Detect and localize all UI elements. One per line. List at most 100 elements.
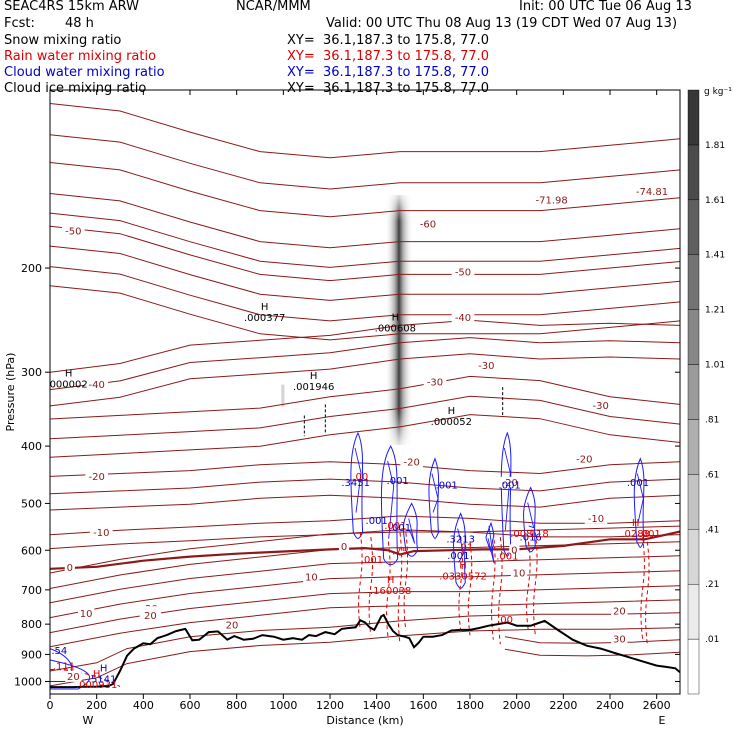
- x-tick-label: 1600: [409, 699, 437, 712]
- init-time: Init: 00 UTC Tue 06 Aug 13: [519, 0, 692, 14]
- colorbar-swatch: [687, 309, 700, 365]
- valid-time: Valid: 00 UTC Thu 08 Aug 13 (19 CDT Wed …: [326, 16, 678, 31]
- temperature-contour: [50, 478, 680, 495]
- temperature-contour: [50, 337, 680, 391]
- colorbar-label: .81: [705, 415, 719, 425]
- ice-shading: [281, 195, 413, 445]
- colorbar-label: 1.21: [705, 306, 725, 316]
- colorbar-swatch: [687, 89, 700, 146]
- field-name-cloudwater: Cloud water mixing ratio: [4, 65, 165, 80]
- extremum-label: .000931: [76, 680, 117, 691]
- temperature-contour: [50, 162, 680, 218]
- temperature-contour: [50, 103, 680, 159]
- temperature-label-bg: [142, 609, 159, 621]
- temperature-label: -74.81: [636, 187, 668, 198]
- x-tick-label: 2400: [596, 699, 624, 712]
- temperature-label: -20: [501, 478, 517, 489]
- temperature-label: 0: [67, 563, 73, 574]
- extremum-label: .001946: [293, 382, 334, 393]
- temperature-contour: [50, 212, 680, 268]
- cloud-water-contour: [453, 512, 466, 589]
- rain-contour: [533, 532, 538, 636]
- temperature-contour: [50, 375, 680, 420]
- rain-contour: [498, 537, 503, 645]
- extremum-label: .75: [392, 547, 408, 558]
- temperature-label-bg: [65, 670, 82, 682]
- temperature-contour: [50, 461, 680, 477]
- temperature-label-bg: [85, 471, 108, 483]
- colorbar-swatch: [687, 419, 700, 475]
- x-tick-label: 2600: [643, 699, 671, 712]
- cloud-water-contour: [431, 473, 439, 513]
- field-xy-cloudwater: XY= 36.1,187.3 to 175.8, 77.0: [287, 65, 490, 80]
- rain-contour: [386, 541, 391, 640]
- cloud-water-contour: [408, 518, 416, 544]
- rain-contour: [467, 541, 473, 636]
- temperature-contour: [50, 525, 680, 574]
- x-tick-label: 1800: [456, 699, 484, 712]
- temperature-label: -20: [576, 455, 592, 466]
- cloud-water-contour: [380, 445, 399, 566]
- rain-contour: [526, 541, 531, 631]
- y-tick-label: 500: [21, 497, 42, 510]
- temperature-label-bg: [510, 567, 528, 579]
- colorbar-label: .21: [705, 580, 719, 590]
- extremum-label: .3213: [446, 535, 475, 546]
- temperature-contours: [50, 103, 680, 687]
- temperature-label: 20: [144, 611, 157, 622]
- temperature-label-bg: [223, 619, 241, 631]
- temperature-contour: [50, 266, 680, 322]
- temperature-label: -50: [65, 227, 81, 238]
- temperature-label-bg: [62, 225, 85, 237]
- colorbar-label: 1.61: [705, 196, 725, 206]
- temperature-contour: [50, 285, 680, 341]
- high-marker: H: [93, 669, 101, 680]
- x-tick-label: 2000: [503, 699, 531, 712]
- colorbar-swatch: [687, 199, 700, 255]
- y-tick-label: 800: [21, 618, 42, 631]
- cloud-water-contour: [636, 473, 644, 522]
- y-tick-label: 400: [21, 440, 42, 453]
- fcst-label: Fcst:: [4, 16, 35, 31]
- colorbar-label: .41: [705, 525, 719, 535]
- high-marker: H: [310, 371, 318, 382]
- temperature-contour: [50, 612, 680, 672]
- field-xy-cloudice: XY= 36.1,187.3 to 175.8, 77.0: [287, 81, 490, 96]
- temperature-label: -50: [455, 267, 471, 278]
- extremum-label: 000002: [50, 379, 88, 390]
- temperature-label-bg: [423, 376, 447, 388]
- temperature-label: -30: [592, 401, 608, 412]
- extremum-label: .001: [627, 478, 649, 489]
- extremum-label: .001: [499, 481, 521, 492]
- cloud-water-contour: [523, 486, 536, 553]
- extremum-label: .54: [51, 646, 67, 657]
- colorbar-swatch: [687, 474, 700, 530]
- field-name-cloudice: Cloud ice mixing ratio: [4, 81, 147, 96]
- temperature-label: 20: [67, 672, 80, 683]
- y-tick-label: 1000: [14, 675, 42, 688]
- colorbar-label: .61: [705, 470, 719, 480]
- temperature-label-bg: [631, 186, 673, 198]
- y-tick-label: 300: [21, 366, 42, 379]
- extremum-label: .111: [53, 661, 75, 672]
- hydrometeor-contours: [50, 387, 650, 690]
- ice-column-shade: [385, 195, 413, 445]
- y-tick-label: 600: [21, 544, 42, 557]
- colorbar-label: 1.41: [705, 251, 725, 261]
- temperature-contour: [50, 353, 680, 407]
- x-tick-label: 800: [226, 699, 247, 712]
- x-tick-label: 0: [47, 699, 54, 712]
- endpoint-west: W: [83, 714, 94, 727]
- temperature-contour: [50, 193, 680, 249]
- temperature-contour: [504, 636, 680, 644]
- temperature-label: -40: [455, 313, 471, 324]
- x-tick-label: 2200: [549, 699, 577, 712]
- colorbar-swatch: [687, 638, 700, 695]
- fcst-value: 48 h: [65, 16, 94, 31]
- temperature-label-bg: [77, 607, 95, 619]
- cloud-water-contour: [500, 431, 512, 557]
- temperature-contour: [504, 648, 680, 657]
- x-tick-label: 600: [180, 699, 201, 712]
- temperature-label-bg: [531, 194, 573, 206]
- axes: 0 200 400 600 800 1000 1200 1400 1600 1800 2000 220…: [14, 90, 680, 712]
